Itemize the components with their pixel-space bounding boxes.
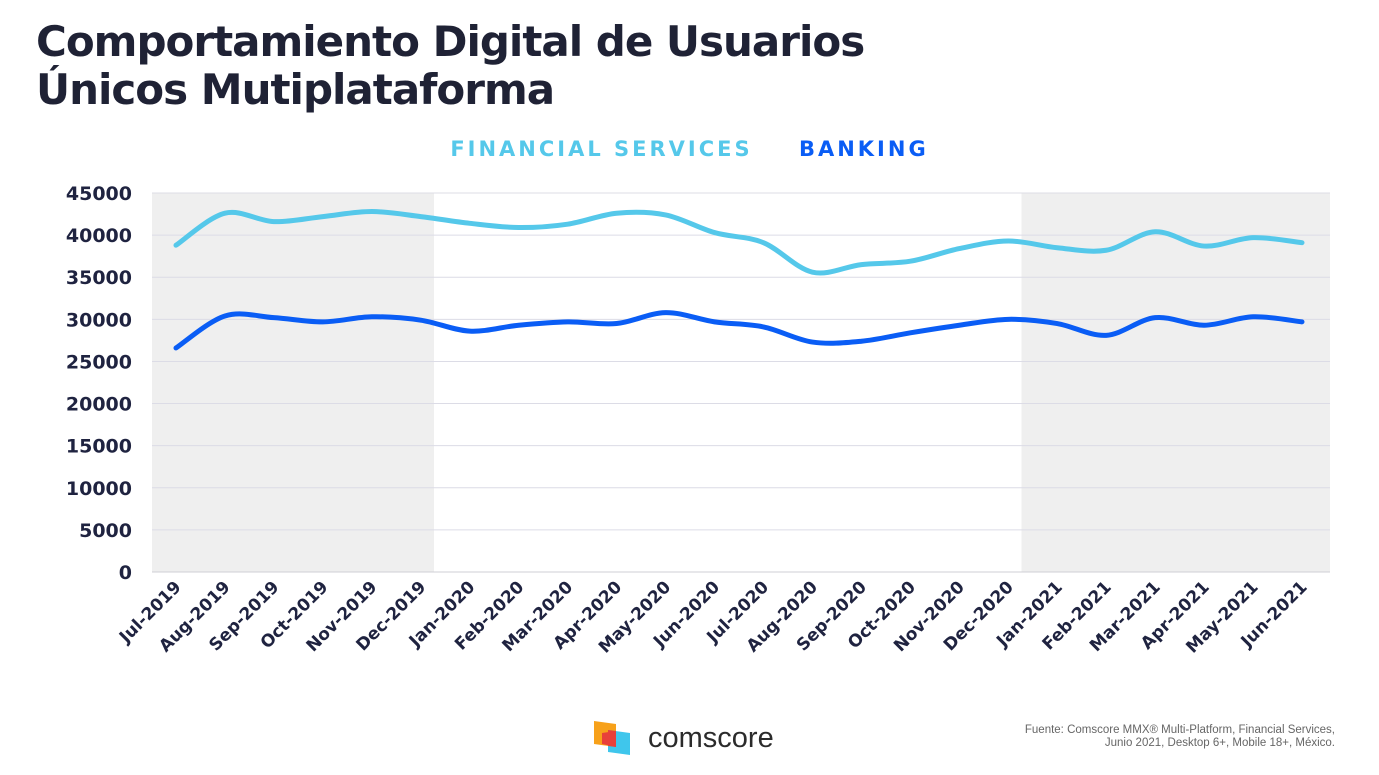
y-tick-label: 25000 [66, 351, 132, 373]
legend-financial-services: FINANCIAL SERVICES [450, 137, 753, 161]
source-line-1: Fuente: Comscore MMX® Multi-Platform, Fi… [1024, 724, 1335, 736]
shaded-period [1021, 193, 1330, 572]
title-line-2: Únicos Mutiplataforma [36, 65, 555, 114]
comscore-logo: comscore [594, 721, 774, 755]
series-line-financial-services [173, 209, 1305, 276]
y-tick-label: 5000 [79, 520, 132, 542]
y-tick-label: 30000 [66, 309, 132, 331]
series-line-banking [173, 310, 1305, 351]
y-tick-label: 35000 [66, 267, 132, 289]
source-line-2: Junio 2021, Desktop 6+, Mobile 18+, Méxi… [1104, 737, 1335, 749]
comscore-logo-icon [594, 721, 630, 755]
legend-banking: BANKING [798, 137, 929, 161]
comscore-logo-text: comscore [648, 721, 774, 754]
y-tick-label: 10000 [66, 478, 132, 500]
y-tick-label: 20000 [66, 394, 132, 416]
title-line-1: Comportamiento Digital de Usuarios [36, 17, 865, 66]
y-tick-label: 15000 [66, 436, 132, 458]
slide-title: Comportamiento Digital de Usuarios Único… [36, 17, 865, 114]
y-tick-label: 40000 [66, 225, 132, 247]
shaded-period [152, 193, 435, 572]
source-note: Fuente: Comscore MMX® Multi-Platform, Fi… [1025, 724, 1335, 750]
y-tick-label: 0 [119, 562, 132, 584]
y-tick-label: 45000 [66, 183, 132, 205]
chart-legend: FINANCIAL SERVICES BANKING [0, 137, 1379, 161]
